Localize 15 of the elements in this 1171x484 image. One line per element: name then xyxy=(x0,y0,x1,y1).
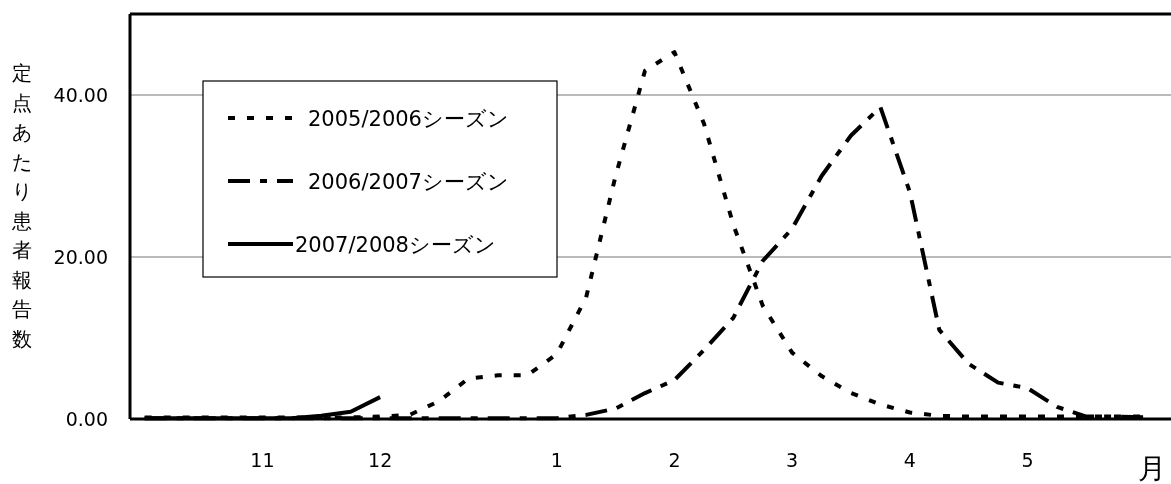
x-tick-label: 5 xyxy=(1021,449,1034,471)
y-tick-label: 40.00 xyxy=(53,84,108,106)
x-axis-title: 月 xyxy=(1138,452,1166,484)
y-tick-label: 0.00 xyxy=(65,408,108,430)
legend-label: 2006/2007シーズン xyxy=(308,170,509,194)
y-tick-label: 20.00 xyxy=(53,246,108,268)
x-tick-label: 12 xyxy=(368,449,393,471)
legend-label: 2007/2008シーズン xyxy=(295,233,496,257)
x-tick-label: 2 xyxy=(668,449,681,471)
legend-label: 2005/2006シーズン xyxy=(308,107,509,131)
x-tick-label: 11 xyxy=(250,449,275,471)
text: 定点あたり患者報告数 xyxy=(12,61,32,351)
x-tick-label: 3 xyxy=(786,449,799,471)
x-tick-label: 1 xyxy=(550,449,563,471)
x-tick-label: 4 xyxy=(903,449,916,471)
